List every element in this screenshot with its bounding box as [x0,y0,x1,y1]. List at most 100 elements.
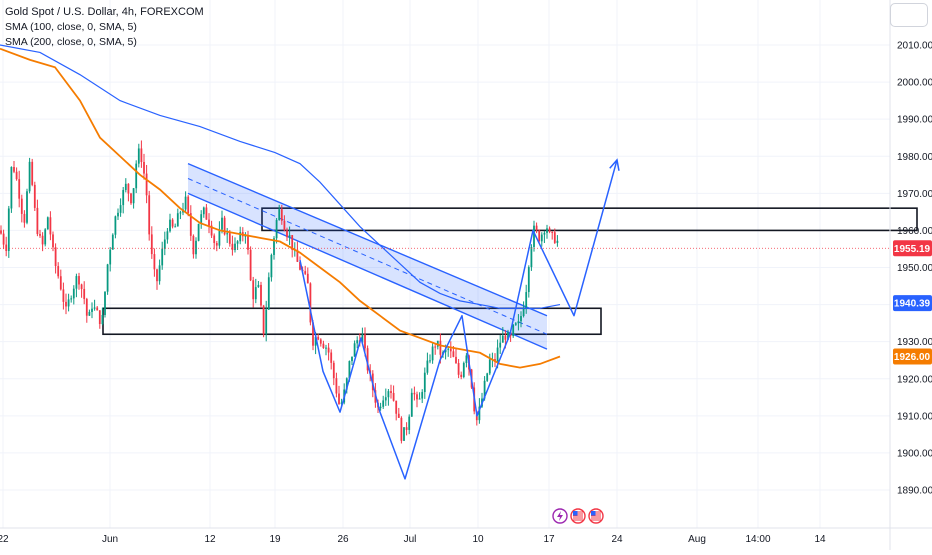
sma-200-line[interactable] [0,47,561,369]
candle-body [447,348,450,350]
y-tick-label: 1950.00 [897,263,932,274]
moving-averages [0,44,890,369]
candle-body [418,398,421,400]
wave-projection-path[interactable] [299,159,618,480]
candle-body [262,305,265,335]
sma-100-legend[interactable]: SMA (100, close, 0, SMA, 5) [5,21,137,33]
candle-body [231,243,234,251]
candle-body [340,402,343,404]
lightning-glyph [557,511,563,521]
candle-body [223,217,226,235]
zone-rectangle[interactable] [261,207,918,232]
candle-body [553,232,556,243]
candle-body [88,311,91,316]
arrow-head[interactable] [609,158,620,171]
candle-body [387,391,390,398]
symbol-title[interactable]: Gold Spot / U.S. Dollar, 4h, FOREXCOM [5,6,204,18]
candle-body [426,360,429,373]
candle-body [452,351,455,357]
price-label-bg[interactable] [893,240,932,257]
candle-body [488,359,491,374]
candle-body [397,413,400,418]
candle-body [213,235,216,244]
candle-body [75,276,78,289]
candle-body [345,378,348,390]
candle-body [309,283,312,323]
y-tick-label: 1980.00 [897,152,932,163]
candle-body [260,284,262,306]
candle-body [291,235,294,250]
candle-body [496,347,499,362]
candle-body [384,397,387,401]
candle-body [98,310,101,325]
candle-body [416,394,418,400]
candle-body [208,219,210,226]
candle-body [143,161,145,174]
candle-body [478,406,481,421]
candle-body [161,248,164,266]
price-label-bg[interactable] [893,348,932,365]
candle-body [153,254,156,270]
candle-body [202,207,205,215]
candle-body [163,239,166,249]
y-tick-label: 2010.00 [897,41,932,52]
sma-100-line[interactable] [0,44,561,309]
candle-body [49,217,52,235]
candle-body [130,193,132,204]
candle-body [249,249,252,281]
y-tick-label: 1900.00 [897,448,932,459]
candle-body [322,343,325,348]
price-label-text: 1926.00 [894,352,931,363]
price-label-bg[interactable] [893,295,932,312]
candle-body [132,188,135,204]
candle-body [317,336,320,340]
drawings [299,158,620,480]
candle-body [5,244,8,251]
candle-body [26,191,28,223]
candle-body [114,216,117,235]
candle-body [83,288,86,299]
candle-body [332,362,335,379]
candle-body [520,316,522,322]
channel-lower-line[interactable] [187,192,548,350]
candle-body [247,235,249,250]
candle-body [538,230,541,242]
chart-legend: Gold Spot / U.S. Dollar, 4h, FOREXCOM SM… [5,5,204,50]
x-tick-label: 26 [337,534,349,545]
candle-body [546,228,548,233]
candle-body [166,231,169,240]
sma-200-legend[interactable]: SMA (200, close, 0, SMA, 5) [5,36,137,48]
candle-body [465,355,468,364]
channel-fill[interactable] [188,163,547,350]
channel-upper-line[interactable] [187,163,548,317]
candle-body [530,246,533,268]
candle-body [189,213,192,236]
candle-body [2,233,5,245]
x-tick-label: Jul [404,534,417,545]
candle-body [80,284,83,289]
candle-body [234,243,236,251]
candle-body [57,266,60,277]
channel-mid-line[interactable] [187,178,548,335]
candle-body [148,195,151,235]
candle-body [179,212,182,214]
candle-body [236,241,239,244]
candle-body [312,322,314,346]
candle-body [10,166,13,209]
candle-body [145,173,148,196]
top-right-button[interactable] [890,3,928,27]
candle-body [244,235,247,237]
candle-body [280,209,283,221]
candle-body [195,240,197,255]
candle-body [429,360,431,362]
candle-body [275,219,278,239]
candle-body [444,349,447,353]
candle-body [13,166,15,172]
y-tick-label: 1960.00 [897,226,932,237]
price-label-text: 1955.19 [894,244,931,255]
candle-body [62,289,65,302]
candle-body [304,271,307,274]
